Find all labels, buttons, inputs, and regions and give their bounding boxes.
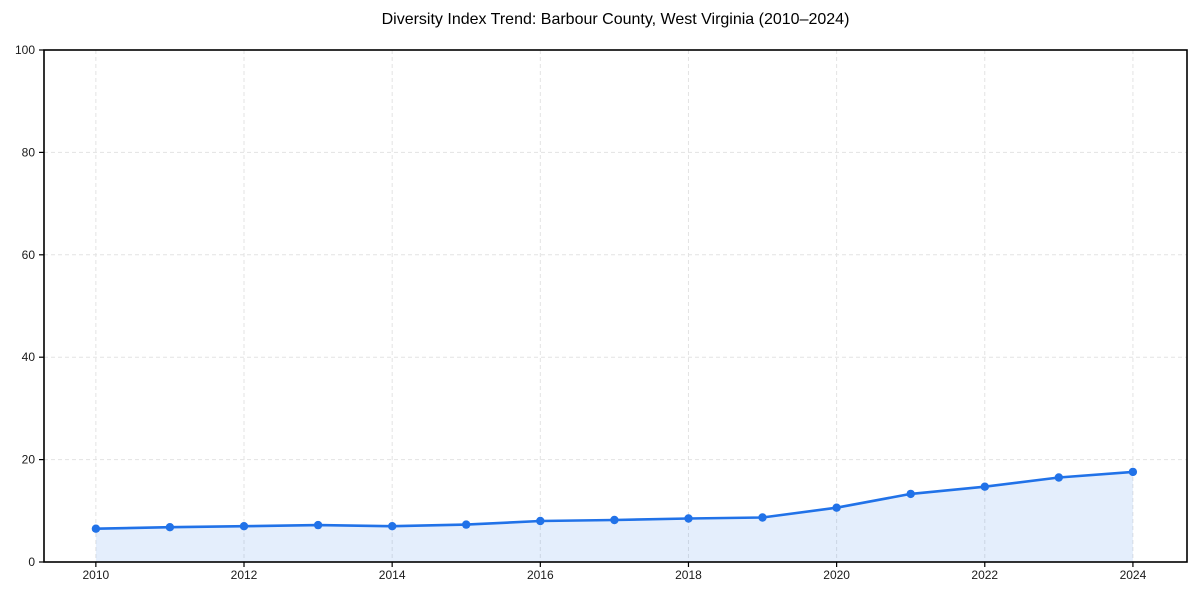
data-point-marker bbox=[239, 522, 249, 531]
plot-border bbox=[43, 49, 1188, 563]
data-point-marker bbox=[165, 523, 175, 532]
data-point-marker bbox=[1128, 467, 1138, 477]
data-point-marker bbox=[684, 514, 693, 523]
data-point-marker bbox=[388, 522, 397, 531]
x-tick-label: 2022 bbox=[971, 568, 998, 582]
x-tick-label: 2012 bbox=[231, 568, 258, 582]
y-tick-label: 40 bbox=[22, 350, 36, 364]
y-tick-label: 80 bbox=[22, 145, 36, 159]
y-tick-label: 60 bbox=[22, 248, 36, 262]
y-tick-label: 20 bbox=[22, 453, 36, 467]
x-tick-label: 2014 bbox=[379, 568, 406, 582]
data-point-marker bbox=[980, 482, 989, 491]
x-tick-label: 2016 bbox=[527, 568, 554, 582]
chart-title: Diversity Index Trend: Barbour County, W… bbox=[381, 11, 850, 28]
y-tick-label: 0 bbox=[28, 555, 35, 569]
data-point-marker bbox=[91, 524, 101, 533]
x-tick-label: 2018 bbox=[675, 568, 702, 582]
data-point-marker bbox=[536, 516, 545, 526]
data-point-marker bbox=[610, 515, 619, 525]
data-point-marker bbox=[906, 489, 915, 499]
x-tick-label: 2020 bbox=[823, 568, 850, 582]
data-point-marker bbox=[313, 520, 323, 530]
y-tick-label: 100 bbox=[15, 43, 35, 57]
data-point-marker bbox=[462, 520, 471, 529]
data-point-marker bbox=[1054, 473, 1064, 482]
x-tick-label: 2010 bbox=[83, 568, 110, 582]
data-point-marker bbox=[832, 503, 841, 512]
area-fill bbox=[95, 471, 1133, 562]
data-point-marker bbox=[758, 513, 767, 522]
x-tick-label: 2024 bbox=[1120, 568, 1147, 582]
